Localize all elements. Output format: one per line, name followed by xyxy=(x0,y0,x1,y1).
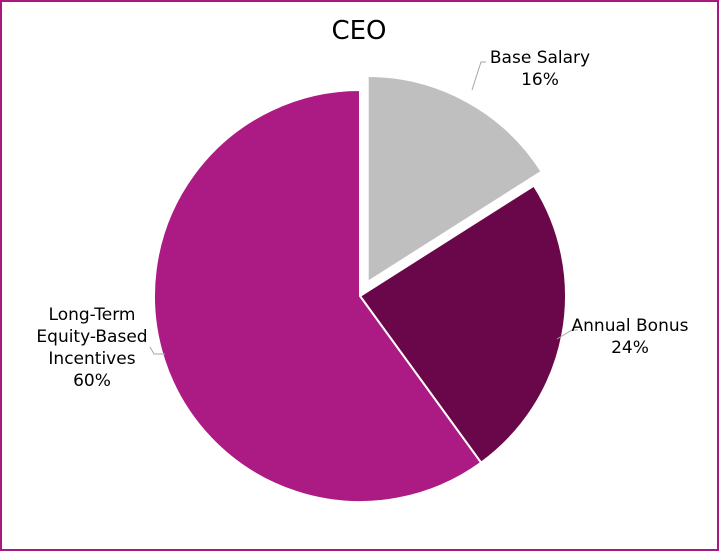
leader-lines xyxy=(149,61,578,355)
data-label-value: 60% xyxy=(73,371,111,391)
data-label-category: Equity-Based xyxy=(36,327,147,347)
leader-line xyxy=(149,346,165,355)
data-label: Annual Bonus 24% xyxy=(572,316,689,358)
data-label-category: Incentives xyxy=(48,349,135,369)
pie-slices xyxy=(153,74,567,503)
data-label-category: Long-Term xyxy=(49,305,136,325)
pie-slice-long-term-equity-based-incentives xyxy=(153,88,483,503)
data-label: Base Salary 16% xyxy=(490,48,590,90)
data-label-value: 16% xyxy=(521,70,559,90)
chart-title: CEO xyxy=(331,16,386,46)
data-labels: Base Salary 16% Annual Bonus 24% Long-Term Eq… xyxy=(36,48,688,391)
pie-slice-annual-bonus xyxy=(358,184,567,465)
data-label: Long-Term Equity-Based Incentives 60% xyxy=(36,305,147,391)
data-label-category: Annual Bonus xyxy=(572,316,689,336)
leader-line xyxy=(471,61,486,91)
pie-slice-base-salary xyxy=(366,74,544,284)
data-label-category: Base Salary xyxy=(490,48,590,68)
data-label-value: 24% xyxy=(611,338,649,358)
leader-line xyxy=(556,329,578,340)
